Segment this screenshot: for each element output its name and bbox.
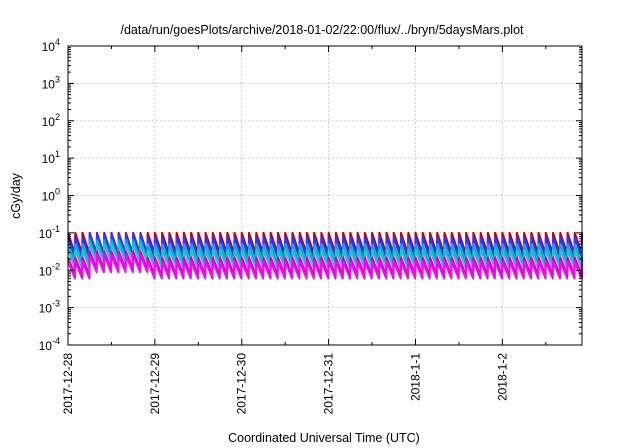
series-line-6 <box>67 254 583 280</box>
x-tick-label: 2017-12-30 <box>235 353 249 415</box>
y-tick-label: 103 <box>42 74 60 91</box>
y-tick-labels: 10-4 10-3 10-2 10-1 100 101 102 103 104 <box>39 37 60 353</box>
y-tick-label: 100 <box>42 187 60 204</box>
y-axis-title: cGy/day <box>9 172 23 219</box>
y-tick-label: 104 <box>42 37 60 54</box>
x-axis-title: Coordinated Universal Time (UTC) <box>228 431 420 445</box>
x-tick-label: 2018-1-2 <box>495 353 509 401</box>
y-tick-label: 10-1 <box>39 224 60 241</box>
chart-title: /data/run/goesPlots/archive/2018-01-02/2… <box>120 23 524 37</box>
y-tick-label: 10-2 <box>39 261 60 278</box>
y-tick-label: 101 <box>42 149 60 166</box>
x-tick-label: 2017-12-31 <box>322 353 336 415</box>
y-tick-label: 10-3 <box>39 299 60 316</box>
y-tick-label: 10-4 <box>39 336 60 353</box>
y-tick-label: 102 <box>42 112 60 129</box>
grid-lines <box>68 46 582 345</box>
series-lines <box>67 231 583 280</box>
x-tick-labels: 2017-12-28 2017-12-29 2017-12-30 2017-12-31… <box>61 353 509 415</box>
x-tick-label: 2018-1-1 <box>408 353 422 401</box>
axis-ticks <box>67 45 582 346</box>
x-tick-label: 2017-12-29 <box>148 353 162 415</box>
x-tick-label: 2017-12-28 <box>61 353 75 415</box>
